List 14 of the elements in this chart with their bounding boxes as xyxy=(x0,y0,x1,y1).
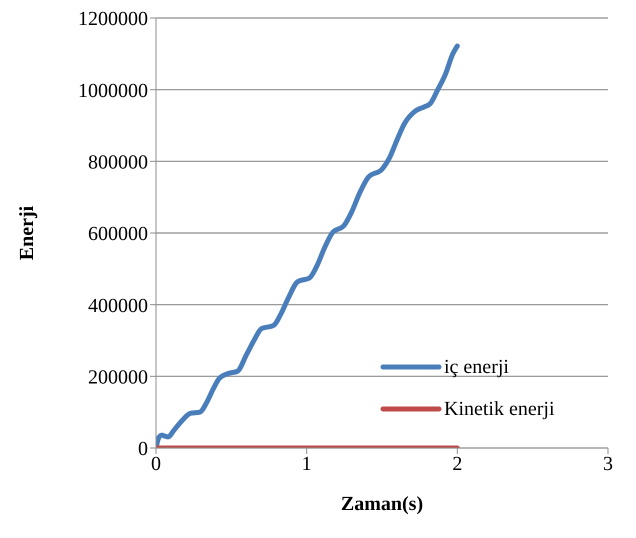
legend-label: Kinetik enerji xyxy=(444,398,555,420)
x-tick-label: 2 xyxy=(452,453,462,476)
x-axis-title: Zaman(s) xyxy=(340,493,424,515)
y-axis-title: Enerji xyxy=(16,205,38,260)
y-tick-label: 800000 xyxy=(88,151,148,174)
y-tick-label: 1200000 xyxy=(78,8,148,30)
x-tick-label: 3 xyxy=(603,453,613,476)
y-tick-label: 0 xyxy=(138,438,148,460)
y-tick-label: 200000 xyxy=(88,366,148,388)
x-tick-label: 1 xyxy=(302,453,312,476)
y-tick-label: 600000 xyxy=(88,223,148,246)
y-tick-label: 400000 xyxy=(88,294,148,317)
legend-label: iç enerji xyxy=(444,356,509,378)
y-tick-label: 1000000 xyxy=(78,80,148,102)
